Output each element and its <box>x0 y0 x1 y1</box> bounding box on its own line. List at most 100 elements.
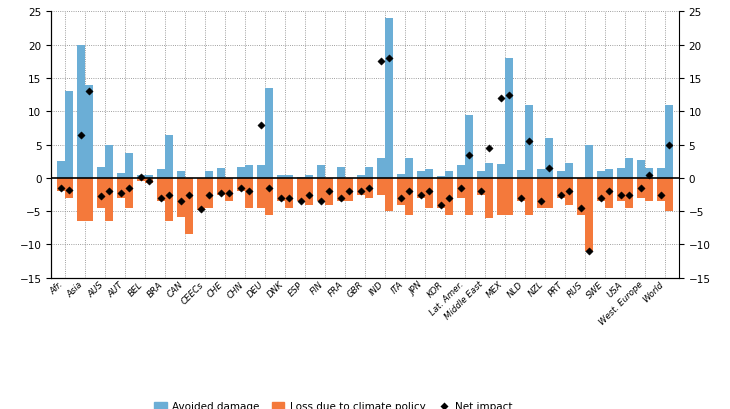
Bar <box>125 153 133 178</box>
Bar <box>218 178 225 195</box>
Point <box>583 248 594 255</box>
Bar <box>77 178 85 222</box>
Bar <box>385 178 393 212</box>
Bar <box>365 168 372 178</box>
Point <box>335 195 347 202</box>
Point <box>515 195 527 202</box>
Point <box>415 192 427 198</box>
Bar <box>458 178 465 198</box>
Bar <box>218 169 225 178</box>
Bar <box>525 105 533 178</box>
Bar <box>358 176 365 178</box>
Bar <box>118 178 125 198</box>
Point <box>123 185 135 192</box>
Bar <box>597 178 605 202</box>
Bar <box>197 178 205 210</box>
Bar <box>305 175 312 178</box>
Bar <box>85 85 93 178</box>
Point <box>55 185 67 192</box>
Bar <box>418 171 425 178</box>
Bar <box>645 178 653 202</box>
Point <box>603 189 615 195</box>
Point <box>403 189 415 195</box>
Bar <box>545 178 553 208</box>
Bar <box>637 160 645 178</box>
Bar <box>337 168 345 178</box>
Bar <box>165 178 173 222</box>
Bar <box>657 169 665 178</box>
Point <box>563 189 575 195</box>
Point <box>315 198 327 205</box>
Point <box>383 56 395 62</box>
Point <box>143 178 155 184</box>
Bar <box>98 178 105 208</box>
Bar <box>537 178 545 208</box>
Point <box>496 95 507 102</box>
Point <box>155 195 167 202</box>
Bar <box>365 178 372 198</box>
Point <box>283 195 295 202</box>
Bar <box>318 178 325 202</box>
Bar <box>465 178 472 215</box>
Bar <box>318 165 325 178</box>
Bar <box>65 92 73 178</box>
Bar <box>645 169 653 178</box>
Bar <box>477 172 485 178</box>
Point <box>396 195 407 202</box>
Bar <box>445 178 453 215</box>
Bar <box>497 164 505 178</box>
Point <box>663 142 675 148</box>
Point <box>556 192 567 198</box>
Bar <box>485 178 493 218</box>
Bar <box>297 177 305 178</box>
Bar <box>237 167 245 178</box>
Bar <box>65 178 73 198</box>
Bar <box>477 178 485 195</box>
Point <box>615 192 627 198</box>
Bar <box>425 178 433 208</box>
Bar <box>105 145 112 178</box>
Bar <box>237 178 245 192</box>
Bar <box>497 178 505 215</box>
Bar <box>437 178 445 208</box>
Bar <box>525 178 533 215</box>
Bar <box>565 178 572 205</box>
Bar <box>605 178 612 208</box>
Point <box>623 192 634 198</box>
Bar <box>585 145 593 178</box>
Bar <box>277 175 285 178</box>
Point <box>343 189 355 195</box>
Point <box>435 202 447 208</box>
Point <box>303 192 315 198</box>
Point <box>235 185 247 192</box>
Point <box>75 132 87 139</box>
Bar <box>625 158 632 178</box>
Bar <box>85 178 93 222</box>
Bar <box>177 178 185 217</box>
Bar <box>265 89 272 178</box>
Point <box>503 92 515 99</box>
Bar <box>205 178 212 208</box>
Bar <box>145 175 153 178</box>
Bar <box>98 167 105 178</box>
Point <box>595 195 607 202</box>
Point <box>196 207 207 213</box>
Point <box>523 139 534 145</box>
Bar <box>665 178 672 212</box>
Bar <box>665 105 672 178</box>
Bar <box>445 171 453 178</box>
Bar <box>118 174 125 178</box>
Bar <box>185 178 193 180</box>
Bar <box>377 178 385 195</box>
Bar <box>245 178 253 208</box>
Point <box>163 192 174 198</box>
Point <box>575 205 587 211</box>
Bar <box>557 178 565 198</box>
Point <box>83 89 95 95</box>
Bar <box>145 178 153 184</box>
Bar <box>305 178 312 205</box>
Point <box>535 198 547 205</box>
Point <box>243 189 255 195</box>
Bar <box>125 178 133 208</box>
Bar <box>537 169 545 178</box>
